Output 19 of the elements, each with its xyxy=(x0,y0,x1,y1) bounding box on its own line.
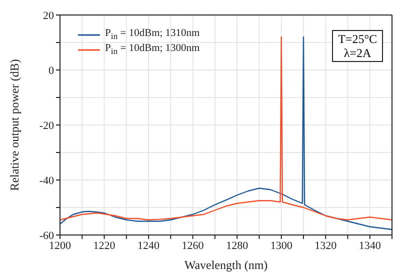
y-tick-label: -20 xyxy=(39,120,54,132)
x-tick-label: 1300 xyxy=(270,240,293,252)
x-tick-label: 1320 xyxy=(314,240,338,252)
x-axis-title: Wavelength (nm) xyxy=(184,258,268,272)
x-tick-label: 1340 xyxy=(358,240,382,252)
y-axis-title: Relative output power (dB) xyxy=(7,59,22,191)
x-tick-label: 1280 xyxy=(226,240,249,252)
y-tick-label: 0 xyxy=(48,64,54,77)
x-tick-label: 1260 xyxy=(182,240,204,252)
legend-label: P$_{in}$ = 10dBm; 1300nm xyxy=(105,43,200,56)
x-tick-label: 1220 xyxy=(93,240,116,252)
annotation: T=25°C xyxy=(338,32,377,46)
legend-label: P$_{in}$ = 10dBm; 1310nm xyxy=(105,28,200,42)
y-tick-label: 20 xyxy=(43,10,54,22)
annotation: λ=2A xyxy=(342,46,372,60)
x-tick-label: 1240 xyxy=(138,240,160,252)
y-tick-label: -60 xyxy=(39,230,54,242)
y-tick-label: -40 xyxy=(39,174,54,187)
x-tick-label: 1200 xyxy=(49,240,72,252)
